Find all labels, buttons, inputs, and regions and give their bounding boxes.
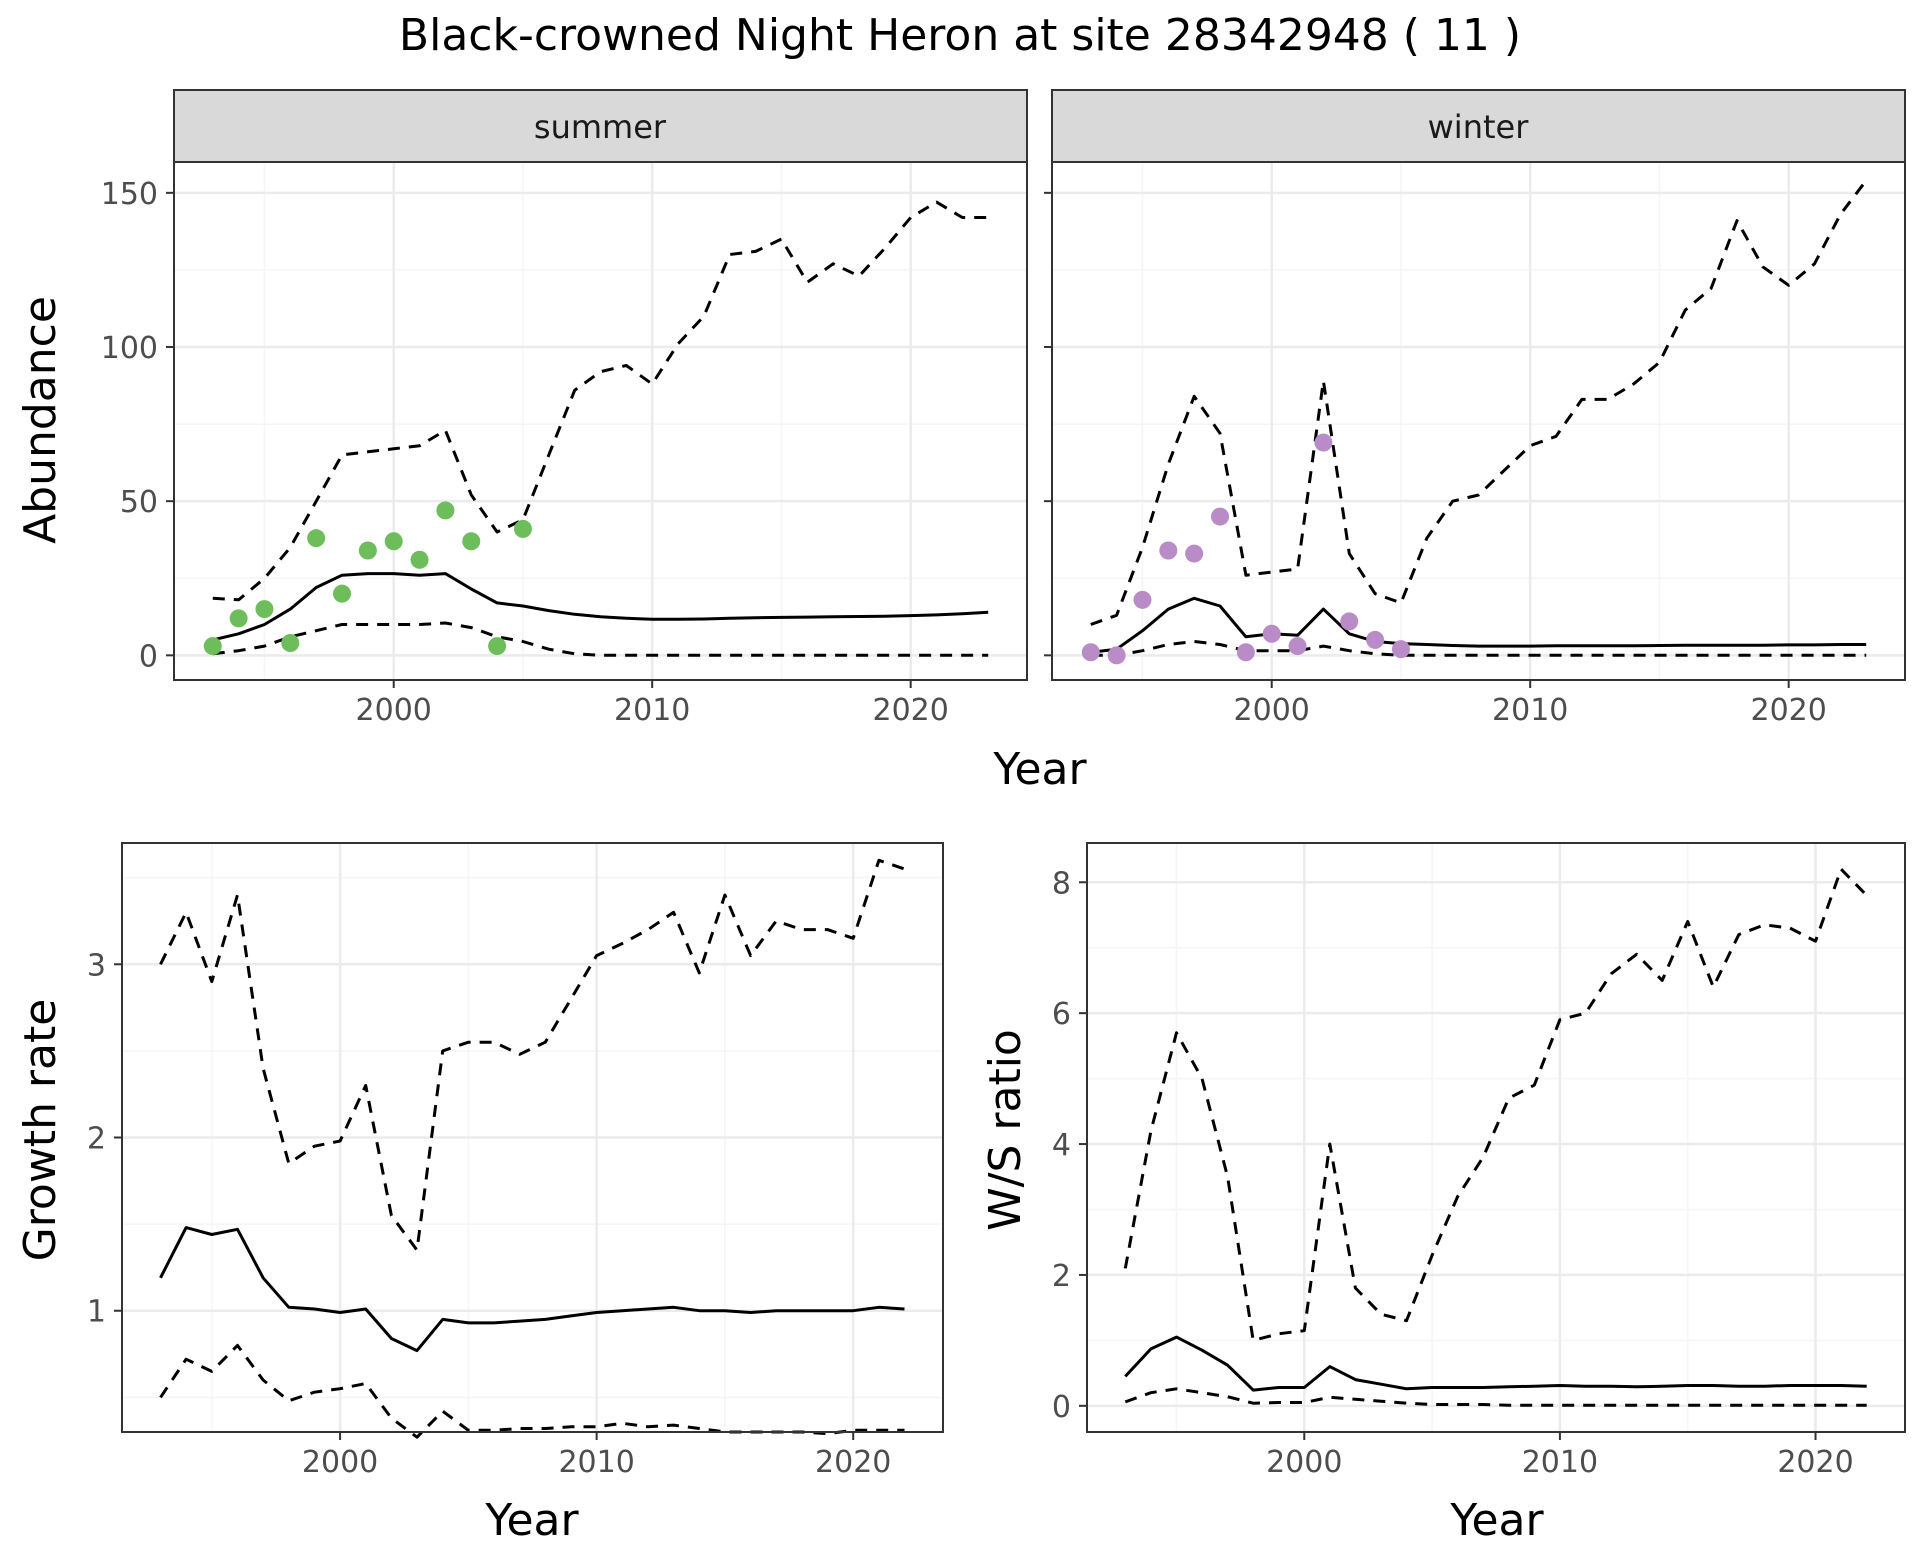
data-point bbox=[358, 541, 377, 560]
data-point bbox=[1107, 646, 1126, 665]
data-point bbox=[255, 600, 274, 619]
x-tick-label: 2000 bbox=[356, 693, 432, 728]
x-tick-label: 2000 bbox=[302, 1445, 378, 1480]
x-tick-label: 2020 bbox=[1777, 1445, 1853, 1480]
data-point bbox=[1288, 637, 1307, 656]
ratio-y-title: W/S ratio bbox=[980, 1029, 1031, 1231]
data-point bbox=[229, 609, 248, 628]
series-line-lower bbox=[1090, 640, 1867, 657]
data-point bbox=[1314, 433, 1333, 452]
y-tick-label: 1 bbox=[87, 1295, 106, 1330]
data-point bbox=[462, 532, 481, 551]
y-tick-label: 50 bbox=[120, 485, 158, 520]
data-point bbox=[1185, 544, 1204, 563]
data-point bbox=[281, 634, 300, 652]
series-line-lower bbox=[159, 1343, 905, 1439]
data-point bbox=[1340, 612, 1359, 631]
y-tick-label: 6 bbox=[1052, 997, 1071, 1032]
panel-border bbox=[1051, 161, 1906, 681]
series-line-lower bbox=[212, 621, 989, 657]
x-tick-label: 2000 bbox=[1234, 693, 1310, 728]
series-line-upper bbox=[1123, 867, 1868, 1342]
data-point bbox=[1159, 541, 1178, 560]
series-line-mean bbox=[1124, 1335, 1867, 1392]
x-tick-label: 2000 bbox=[1266, 1445, 1342, 1480]
ratio-x-title: Year bbox=[1449, 1495, 1544, 1546]
x-tick-label: 2010 bbox=[1492, 693, 1568, 728]
data-point bbox=[203, 637, 222, 656]
data-point bbox=[436, 501, 455, 520]
abundance-x-title: Year bbox=[992, 744, 1087, 795]
growth-y-title: Growth rate bbox=[15, 999, 66, 1262]
panel-abundance-summer: 2000 2010 2020 0 50 100 150 bbox=[101, 161, 1028, 728]
data-point bbox=[1081, 643, 1100, 662]
y-tick-label: 2 bbox=[87, 1122, 106, 1157]
data-point bbox=[1391, 640, 1410, 659]
x-tick-label: 2010 bbox=[1522, 1445, 1598, 1480]
strip-label-summer: summer bbox=[534, 108, 667, 146]
data-point bbox=[1211, 507, 1230, 526]
data-point bbox=[513, 519, 532, 538]
series-line-upper bbox=[1090, 179, 1868, 626]
y-tick-label: 2 bbox=[1052, 1259, 1071, 1294]
chart-title: Black-crowned Night Heron at site 283429… bbox=[399, 10, 1521, 61]
series-line-lower bbox=[1124, 1387, 1867, 1407]
panel-ws-ratio: 2000 2010 2020 0 2 4 6 8 bbox=[1052, 842, 1906, 1480]
data-point bbox=[410, 550, 429, 569]
series-line-mean bbox=[1090, 596, 1867, 654]
series-line-mean bbox=[159, 1226, 905, 1353]
data-point bbox=[307, 529, 326, 548]
y-tick-label: 100 bbox=[101, 331, 158, 366]
data-point bbox=[1366, 630, 1385, 649]
y-tick-label: 3 bbox=[87, 948, 106, 983]
series-line-mean bbox=[212, 572, 989, 642]
series-line-upper bbox=[212, 200, 989, 602]
y-tick-label: 150 bbox=[101, 177, 158, 212]
strip-label-winter: winter bbox=[1428, 108, 1530, 146]
series-line-upper bbox=[159, 858, 905, 1252]
panel-growth-rate: 2000 2010 2020 1 2 3 bbox=[87, 842, 944, 1480]
panel-border bbox=[1086, 842, 1906, 1433]
abundance-y-title: Abundance bbox=[15, 296, 66, 544]
x-tick-label: 2010 bbox=[558, 1445, 634, 1480]
data-point bbox=[333, 584, 352, 603]
x-tick-label: 2020 bbox=[1751, 693, 1827, 728]
x-tick-label: 2010 bbox=[614, 693, 690, 728]
data-point bbox=[1236, 643, 1255, 662]
data-point bbox=[1133, 590, 1152, 609]
y-tick-label: 4 bbox=[1052, 1128, 1071, 1163]
y-tick-label: 0 bbox=[139, 639, 158, 674]
growth-x-title: Year bbox=[484, 1495, 579, 1546]
data-point bbox=[488, 637, 507, 656]
strip-winter bbox=[1051, 89, 1906, 163]
x-tick-label: 2020 bbox=[873, 693, 949, 728]
y-tick-label: 0 bbox=[1052, 1390, 1071, 1425]
panel-abundance-winter: 2000 2010 2020 bbox=[1044, 161, 1906, 728]
data-point bbox=[384, 532, 403, 551]
strip-summer bbox=[173, 89, 1028, 163]
data-point bbox=[1262, 624, 1281, 643]
x-tick-label: 2020 bbox=[815, 1445, 891, 1480]
panel-border bbox=[173, 161, 1028, 681]
y-tick-label: 8 bbox=[1052, 866, 1071, 901]
